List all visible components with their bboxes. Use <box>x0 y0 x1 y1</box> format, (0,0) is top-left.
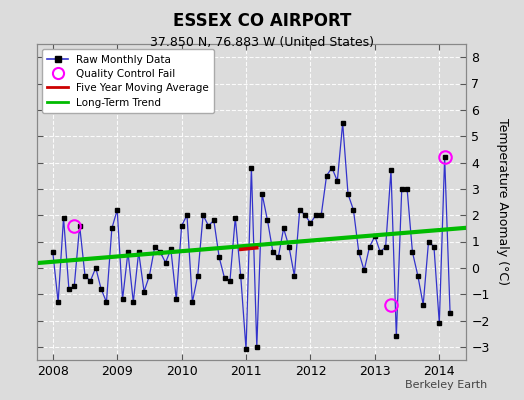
Y-axis label: Temperature Anomaly (°C): Temperature Anomaly (°C) <box>496 118 509 286</box>
Text: ESSEX CO AIRPORT: ESSEX CO AIRPORT <box>173 12 351 30</box>
Text: 37.850 N, 76.883 W (United States): 37.850 N, 76.883 W (United States) <box>150 36 374 49</box>
Legend: Raw Monthly Data, Quality Control Fail, Five Year Moving Average, Long-Term Tren: Raw Monthly Data, Quality Control Fail, … <box>42 49 214 113</box>
Text: Berkeley Earth: Berkeley Earth <box>405 380 487 390</box>
